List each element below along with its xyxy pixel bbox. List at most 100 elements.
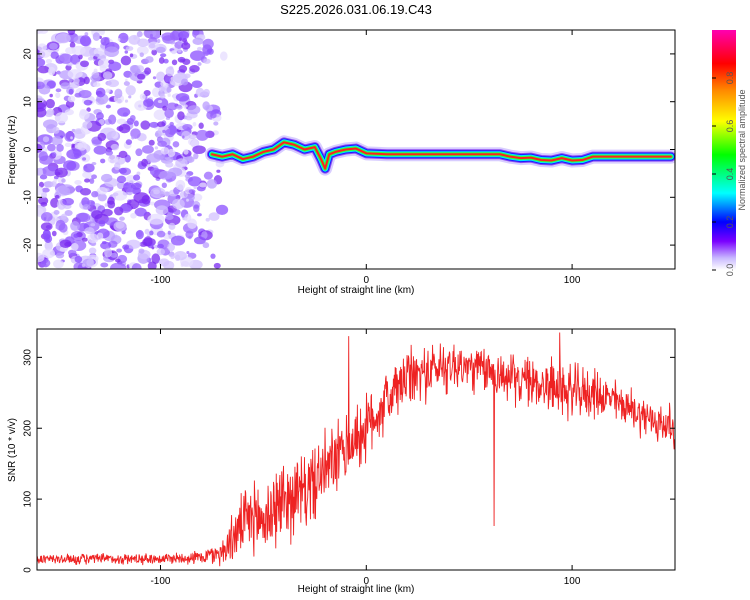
- colorbar-tick-label: 0.2: [725, 216, 735, 229]
- noise-blob: [48, 66, 56, 76]
- noise-blob: [69, 41, 76, 49]
- noise-blob: [87, 233, 99, 244]
- noise-blob: [137, 73, 146, 80]
- noise-blob: [42, 165, 59, 177]
- noise-blob: [88, 247, 97, 254]
- noise-blob: [64, 131, 75, 142]
- noise-blob: [185, 116, 193, 121]
- noise-blob: [99, 30, 105, 35]
- noise-blob: [138, 248, 145, 254]
- noise-blob: [93, 145, 107, 155]
- noise-blob: [208, 212, 220, 221]
- noise-blob: [59, 246, 68, 252]
- noise-blob: [170, 235, 186, 246]
- noise-blob: [95, 98, 101, 102]
- noise-blob: [97, 132, 107, 142]
- noise-blob: [158, 85, 165, 92]
- noise-blob: [67, 30, 76, 36]
- noise-blob: [73, 233, 79, 238]
- noise-blob: [94, 53, 100, 57]
- noise-blob: [140, 120, 151, 130]
- noise-blob: [199, 182, 207, 188]
- noise-blob: [171, 59, 178, 66]
- noise-blob: [83, 99, 93, 106]
- noise-blob: [119, 216, 125, 221]
- colorbar-tick-label: 0.0: [725, 264, 735, 277]
- noise-blob: [64, 109, 74, 116]
- noise-blob: [156, 230, 166, 238]
- noise-blob: [117, 38, 121, 42]
- noise-blob: [157, 140, 167, 147]
- noise-blob: [81, 263, 86, 268]
- noise-blob: [37, 81, 45, 90]
- noise-blob: [74, 142, 84, 150]
- noise-blob: [181, 78, 189, 86]
- noise-blob: [110, 143, 119, 151]
- noise-blob: [70, 136, 73, 140]
- noise-blob: [147, 261, 157, 269]
- noise-blob: [105, 88, 111, 93]
- noise-blob: [133, 120, 139, 127]
- noise-blob: [124, 99, 129, 103]
- noise-blob: [166, 102, 178, 111]
- y-tick-label: 200: [23, 419, 34, 436]
- noise-blob: [177, 56, 186, 63]
- noise-blob: [156, 39, 161, 44]
- noise-blob: [184, 174, 191, 179]
- x-tick-label: -100: [150, 576, 170, 587]
- noise-blob: [162, 105, 168, 111]
- noise-blob: [168, 222, 176, 230]
- figure-title: S225.2026.031.06.19.C43: [280, 2, 432, 17]
- noise-blob: [42, 229, 52, 240]
- noise-blob: [186, 198, 189, 202]
- noise-blob: [91, 210, 103, 220]
- noise-blob: [64, 210, 73, 216]
- noise-blob: [177, 48, 182, 53]
- noise-blob: [171, 50, 177, 55]
- noise-blob: [101, 208, 113, 217]
- noise-blob: [156, 71, 166, 82]
- noise-blob: [40, 222, 53, 231]
- noise-blob: [107, 79, 120, 88]
- noise-blob: [149, 230, 154, 236]
- noise-blob: [51, 230, 57, 237]
- x-tick-label: 0: [364, 576, 370, 587]
- noise-blob: [135, 230, 143, 238]
- noise-blob: [158, 258, 170, 267]
- noise-blob: [167, 93, 171, 97]
- noise-blob: [67, 95, 76, 103]
- noise-blob: [186, 251, 190, 255]
- noise-blob: [80, 60, 90, 68]
- noise-blob: [131, 136, 135, 140]
- noise-blob: [155, 46, 166, 53]
- trace-core: [210, 141, 672, 170]
- noise-blob: [118, 32, 129, 44]
- noise-blob: [51, 152, 57, 158]
- noise-blob: [138, 104, 142, 108]
- noise-blob: [215, 204, 229, 216]
- noise-blob: [122, 244, 130, 250]
- noise-blob: [187, 105, 201, 115]
- noise-blob: [162, 129, 166, 134]
- noise-blob: [188, 189, 196, 194]
- noise-blob: [176, 105, 183, 110]
- noise-blob: [137, 38, 150, 48]
- spectrogram-signal-trace: [204, 135, 675, 176]
- noise-blob: [54, 167, 68, 178]
- noise-blob: [54, 112, 68, 124]
- noise-blob: [160, 80, 167, 87]
- spectrogram-noise-layer: [37, 30, 229, 269]
- noise-blob: [125, 78, 128, 82]
- noise-blob: [133, 192, 150, 204]
- noise-blob: [91, 161, 97, 166]
- noise-blob: [38, 151, 49, 162]
- snr-line: [37, 332, 675, 567]
- noise-blob: [74, 180, 82, 185]
- noise-blob: [160, 147, 170, 155]
- noise-blob: [42, 136, 50, 143]
- noise-blob: [39, 174, 48, 180]
- noise-blob: [50, 181, 57, 187]
- noise-blob: [116, 248, 123, 253]
- noise-blob: [91, 174, 97, 180]
